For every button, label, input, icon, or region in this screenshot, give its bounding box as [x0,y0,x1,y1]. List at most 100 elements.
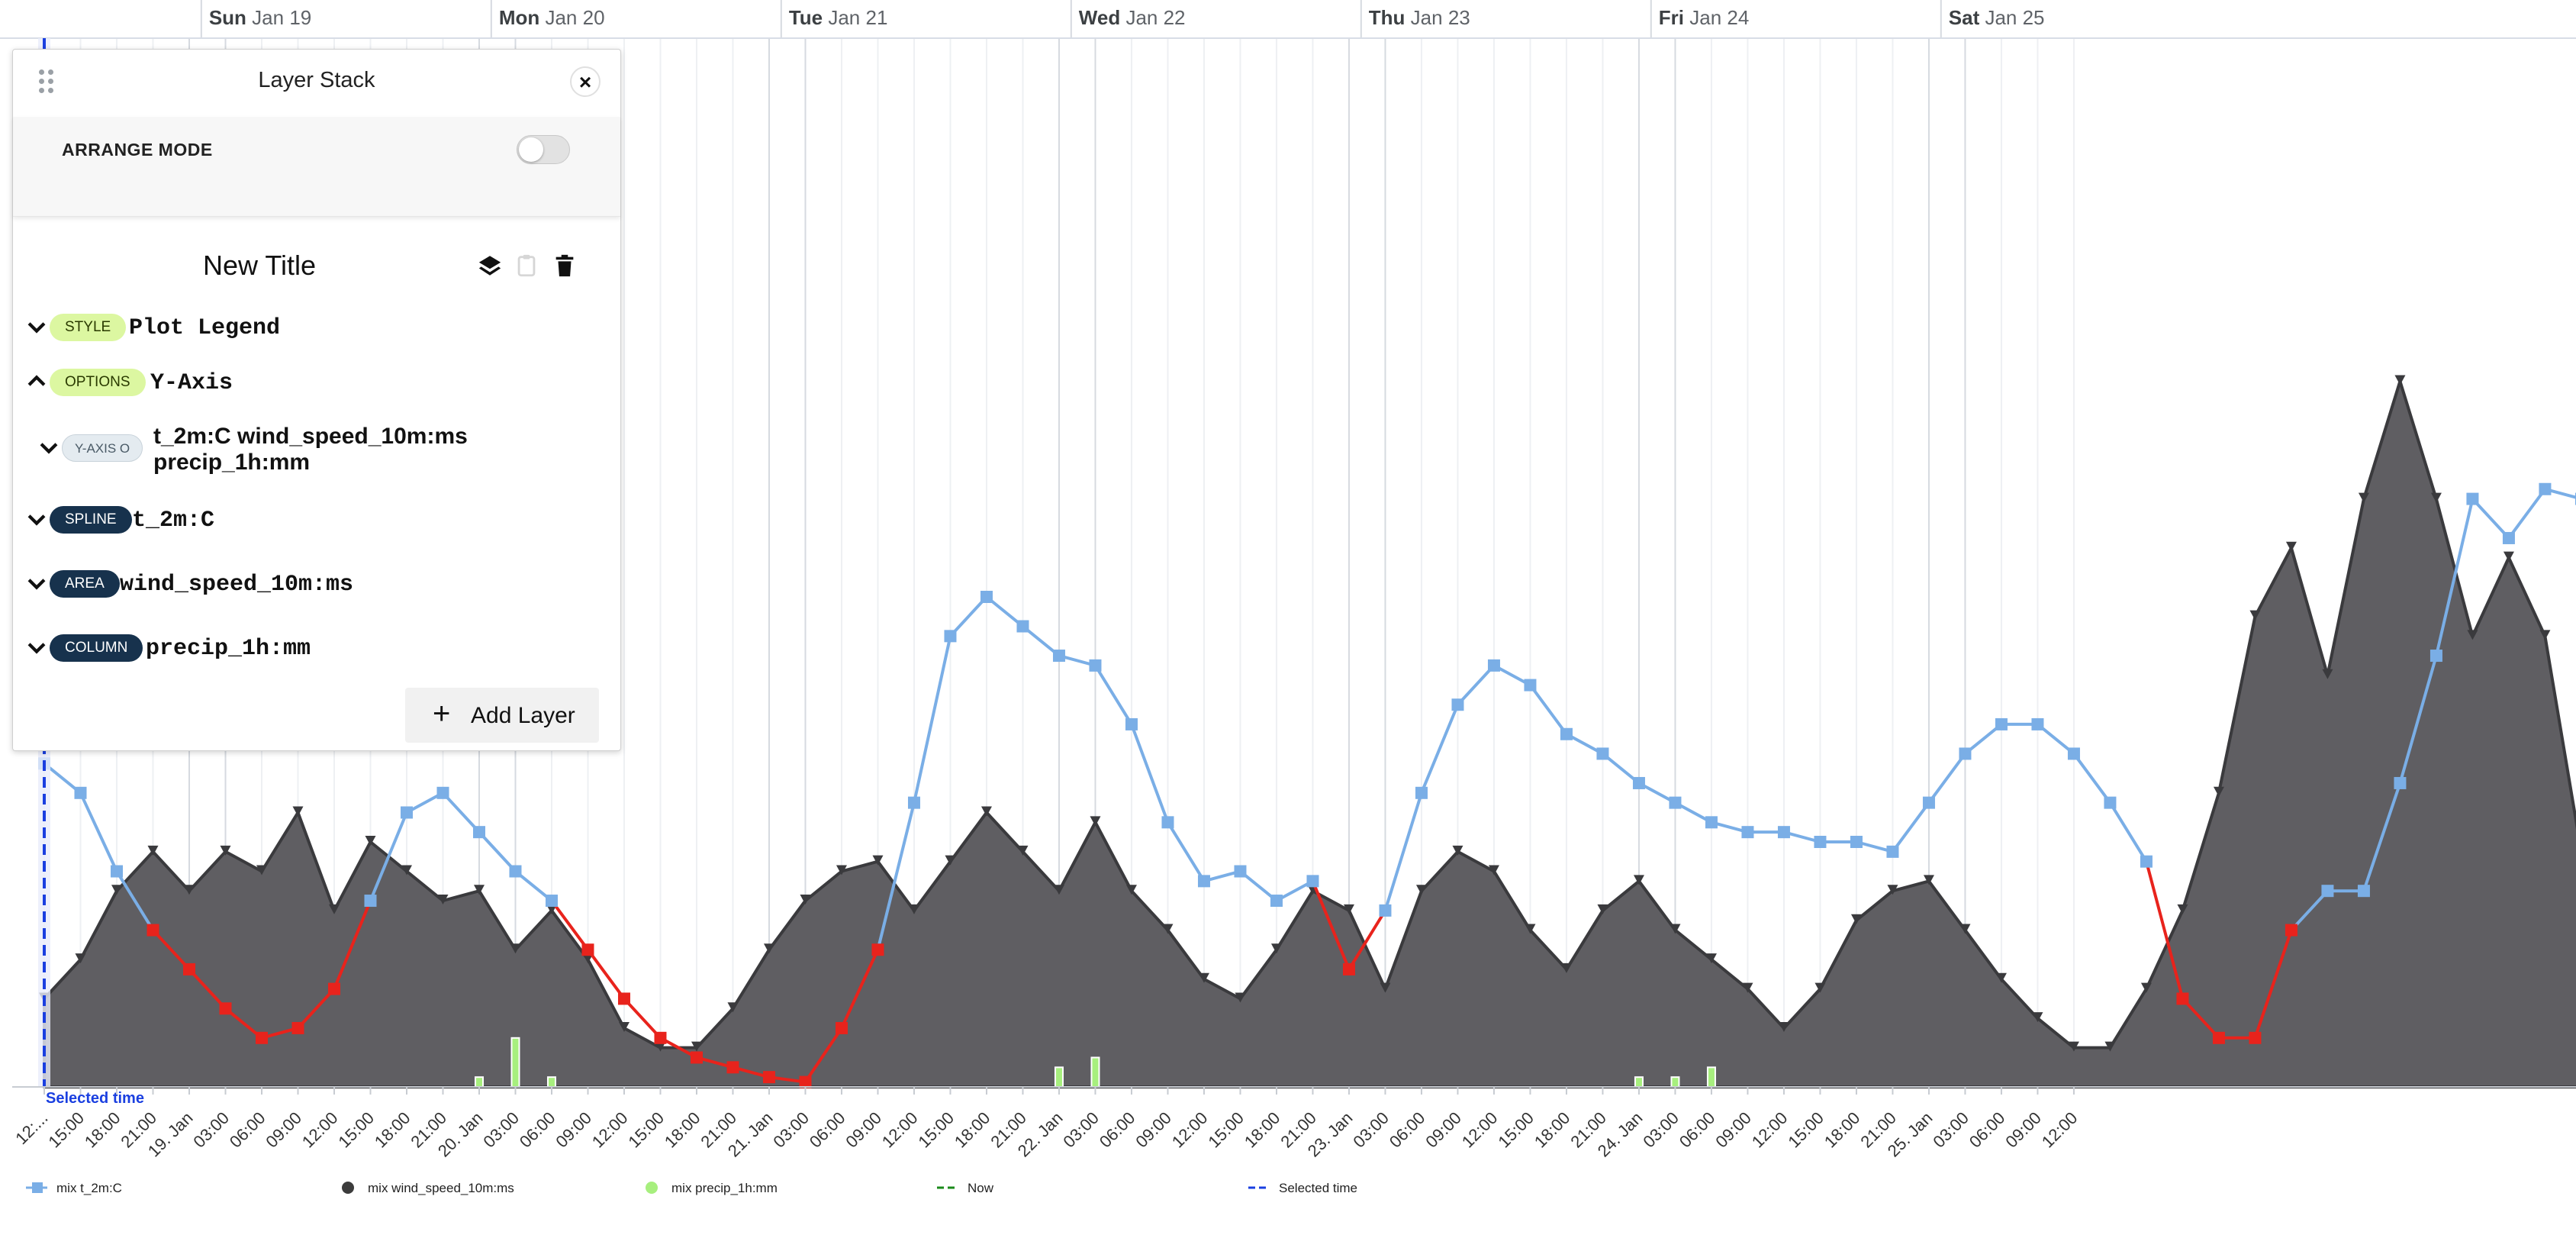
temperature-point [617,992,630,1005]
wind-speed-point [1053,885,1064,895]
layer-row-area[interactable]: AREA wind_speed_10m:ms [13,566,620,604]
wind-speed-point [1923,875,1934,885]
temperature-point [1270,895,1283,908]
layer-stack-panel: Layer Stack × ARRANGE MODE New Title STY… [12,49,621,751]
wind-speed-point [1887,885,1898,895]
legend-item[interactable]: Selected time [1248,1181,1357,1195]
wind-speed-point [836,865,847,875]
precip-column [1054,1066,1064,1088]
temperature-segment [1456,663,1496,707]
clipboard-icon[interactable] [514,253,539,279]
legend-item[interactable]: mix wind_speed_10m:ms [342,1181,514,1195]
layer-row-plot-legend[interactable]: STYLE Plot Legend [13,309,620,347]
close-button[interactable]: × [570,66,601,97]
temperature-point [2466,492,2479,505]
wind-speed-point [75,953,86,964]
temperature-point [1777,826,1790,839]
x-tick-label: 18:00 [661,1108,704,1152]
wind-speed-point [1525,924,1536,934]
chevron-down-icon[interactable] [24,570,50,596]
precip-column [546,1076,556,1088]
legend-item[interactable]: Now [937,1181,994,1195]
layer-name: Y-Axis [150,370,233,396]
close-icon: × [578,70,592,94]
layer-row-y-axis[interactable]: OPTIONS Y-Axis [13,364,620,402]
wind-speed-point [872,855,884,866]
chevron-down-icon[interactable] [24,634,50,660]
x-tick-label: 12:00 [878,1108,922,1152]
wind-speed-point [2285,541,2297,552]
wind-speed-point [980,806,992,817]
layer-badge: AREA [50,570,120,598]
legend-item[interactable]: mix t_2m:C [26,1181,122,1195]
legend-label: Selected time [1279,1181,1357,1195]
legend-item[interactable]: mix precip_1h:mm [646,1181,778,1195]
temperature-segment [2253,928,2293,1040]
temperature-point [1669,796,1682,809]
chevron-down-icon[interactable] [24,506,50,532]
temperature-point [1959,747,1972,760]
wind-speed-point [763,943,774,954]
add-layer-button[interactable]: + Add Layer [405,688,599,743]
temperature-point [1161,816,1174,829]
temperature-segment [1166,821,1206,883]
temperature-segment [441,791,481,834]
temperature-segment [1311,879,1351,971]
x-tick-label: 03:00 [1639,1108,1682,1152]
wind-speed-point [1778,1021,1789,1032]
wind-speed-point [1959,924,1971,934]
group-title[interactable]: New Title [202,250,317,281]
temperature-segment [2181,997,2220,1040]
legend-swatch-square [32,1182,43,1193]
wind-speed-point [1380,982,1391,993]
x-tick-label: 09:00 [552,1108,595,1152]
wind-speed-point [328,904,340,914]
temperature-segment [332,899,372,991]
chart-legend[interactable]: mix t_2m:C mix wind_speed_10m:ms mix preci… [26,1181,1357,1195]
x-tick-label: 09:00 [842,1108,885,1152]
temperature-point [219,1002,232,1015]
layers-icon[interactable] [477,253,503,279]
x-tick-label: 09:00 [262,1108,305,1152]
drag-handle-icon[interactable] [39,69,62,100]
arrange-mode-toggle[interactable] [517,135,570,164]
temperature-point [1016,620,1029,633]
x-tick-label: 12:00 [588,1108,632,1152]
layer-row-spline[interactable]: SPLINE t_2m:C [13,501,620,540]
chevron-down-icon[interactable] [24,314,50,340]
wind-speed-point [2467,630,2478,640]
temperature-point [2067,747,2080,760]
wind-speed-point [2104,1041,2116,1052]
wind-speed-point [2177,904,2188,914]
temperature-point [545,895,558,908]
temperature-segment [549,899,590,952]
temperature-segment [876,801,916,952]
wind-speed-point [2430,492,2442,503]
temperature-point [726,1061,739,1074]
day-header-label: Sun Jan 19 [209,6,311,29]
selected-time-label: Selected time [46,1090,144,1107]
temperature-point [1234,865,1247,878]
trash-icon[interactable] [552,253,578,279]
layer-name: Plot Legend [129,315,281,341]
temperature-segment [1347,908,1387,971]
chevron-up-icon[interactable] [24,369,50,395]
wind-speed-point [2249,610,2261,621]
wind-speed-point [510,943,521,954]
wind-speed-point [1850,914,1862,924]
arrange-mode-label: ARRANGE MODE [62,140,213,160]
temperature-segment [586,948,626,1001]
temperature-point [1560,727,1573,740]
precip-column [1670,1076,1680,1088]
x-tick-label: 12:00 [2038,1108,2082,1152]
temperature-point [2104,796,2117,809]
wind-speed-point [437,895,449,905]
temperature-segment [1419,703,1460,795]
layer-row-column[interactable]: COLUMN precip_1h:mm [13,630,620,668]
wind-speed-point [2140,982,2152,993]
x-tick-label: 06:00 [1676,1108,1719,1152]
layer-badge: STYLE [50,314,127,341]
layer-row-y-axis-options[interactable]: Y-AXIS O t_2m:C wind_speed_10m:ms precip… [13,424,620,479]
temperature-point [581,943,594,956]
chevron-down-icon[interactable] [36,434,62,460]
